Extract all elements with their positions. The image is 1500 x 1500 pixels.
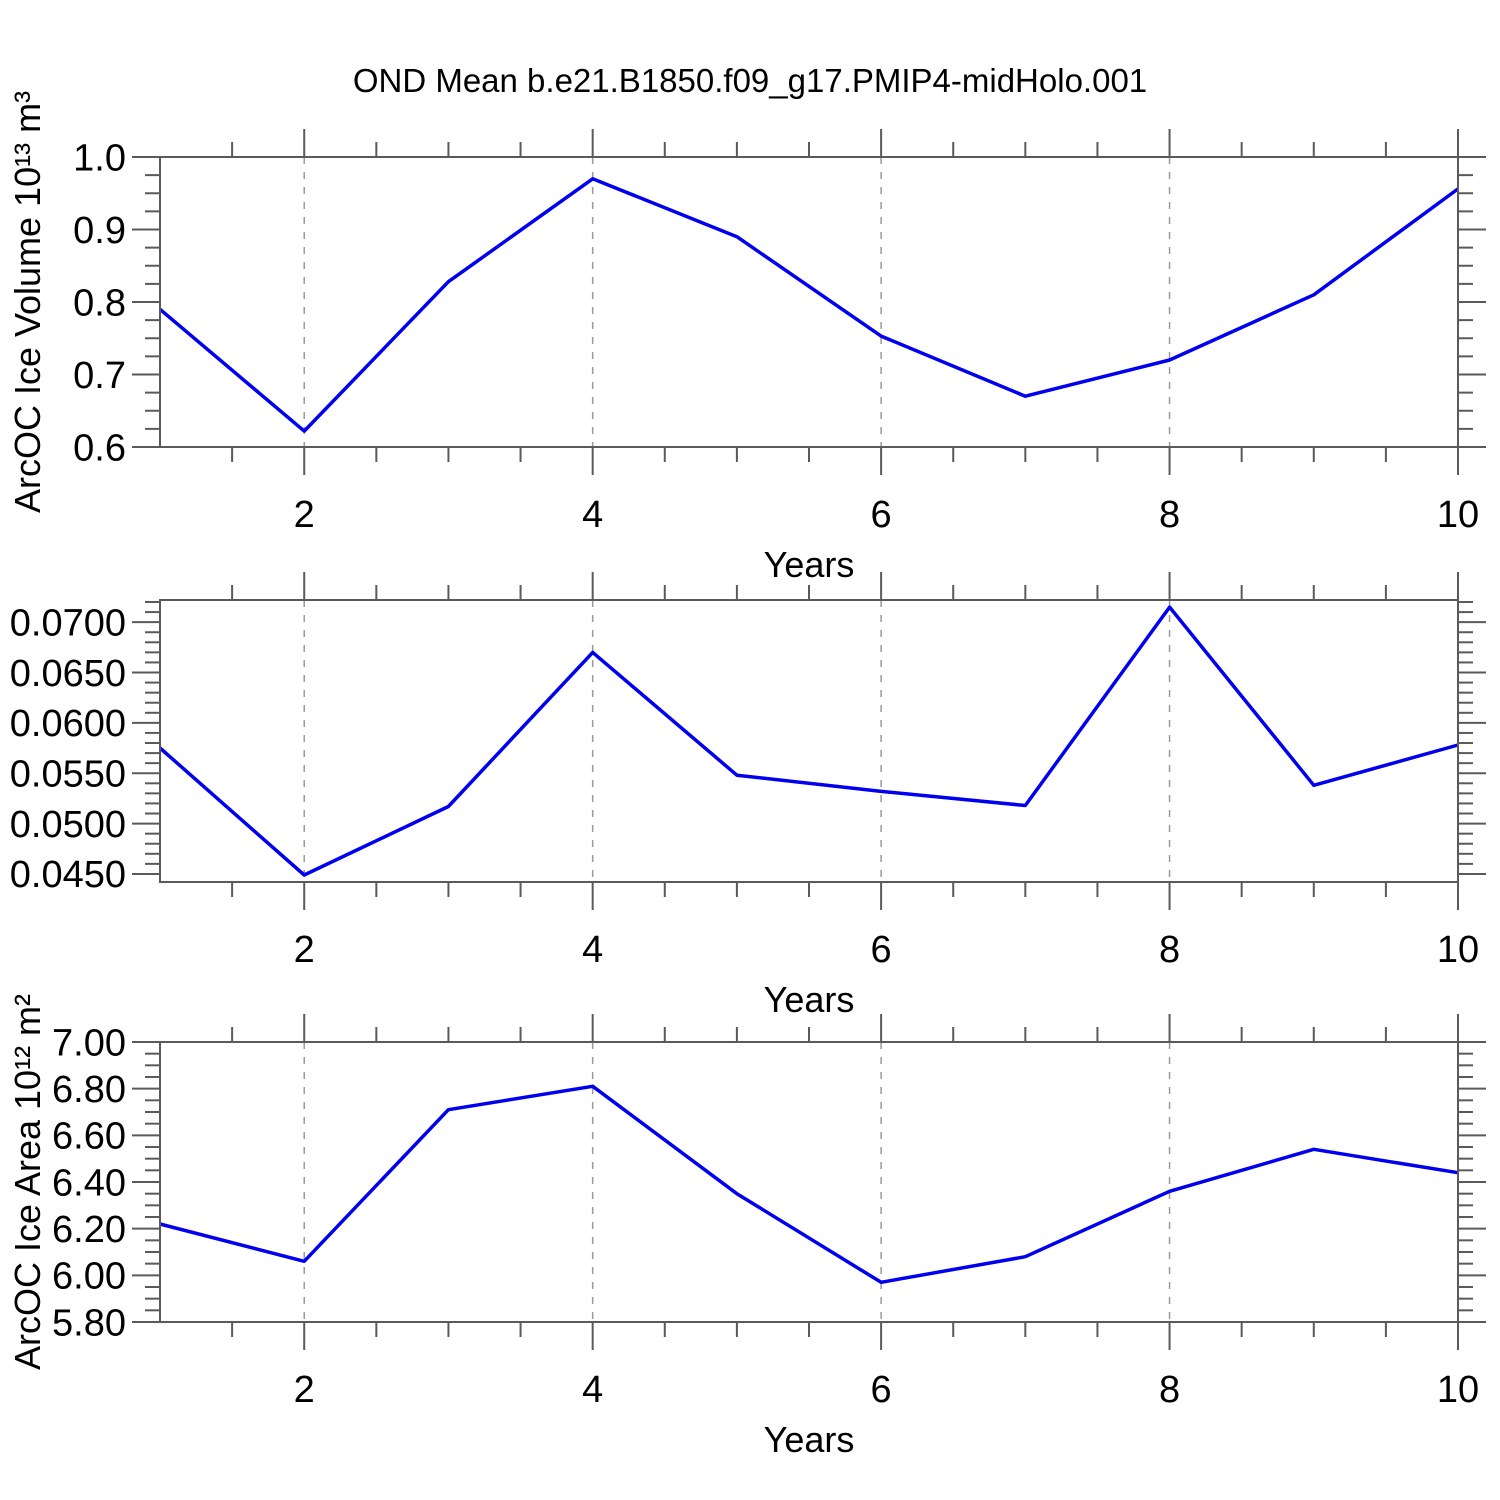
y-axis-tick-label: 6.00	[52, 1256, 126, 1298]
y-axis-tick-label: 0.7	[73, 355, 126, 397]
x-axis-tick-label: 10	[1437, 1369, 1479, 1411]
y-axis-tick-label: 7.00	[52, 1022, 126, 1064]
panel-ice-volume: 2 4 6 8 10 0.6 0.7 0.8 0.9 1.0	[73, 129, 1486, 536]
x-axis-tick-label: 4	[582, 494, 603, 536]
y-axis-title-ice-volume: ArcOC Ice Volume 10¹³ m³	[7, 91, 48, 513]
x-axis-tick-label: 8	[1159, 1369, 1180, 1411]
y-axis-tick-label: 6.80	[52, 1069, 126, 1111]
y-axis-tick-label: 0.0700	[10, 602, 126, 644]
x-axis-tick-label: 8	[1159, 929, 1180, 971]
x-axis-tick-label: 10	[1437, 929, 1479, 971]
y-axis-tick-label: 0.0550	[10, 754, 126, 796]
x-axis-title-middle: Years	[764, 979, 855, 1020]
x-axis-tick-label: 4	[582, 1369, 603, 1411]
data-line-series	[159, 1084, 1459, 1285]
y-axis-tick-label: 0.8	[73, 282, 126, 324]
y-axis-tick-label: 0.0650	[10, 653, 126, 695]
data-line-series	[158, 605, 1459, 877]
y-axis-tick-label: 6.40	[52, 1162, 126, 1204]
x-axis-tick-label: 4	[582, 929, 603, 971]
plot-frame	[159, 599, 1459, 883]
x-axis-tick-label: 6	[871, 494, 892, 536]
plot-title: OND Mean b.e21.B1850.f09_g17.PMIP4-midHo…	[353, 62, 1147, 99]
x-axis-tick-label: 8	[1159, 494, 1180, 536]
panel-ice-middle: 2 4 6 8 10 0.0450 0.0500 0.0550 0.0600 0.0650 0.07…	[10, 572, 1486, 971]
y-axis-tick-label: 0.0450	[10, 854, 126, 896]
y-axis-tick-label: 6.60	[52, 1116, 126, 1158]
x-axis-tick-label: 6	[871, 929, 892, 971]
x-axis-tick-label: 10	[1437, 494, 1479, 536]
x-axis-tick-label: 2	[294, 494, 315, 536]
x-axis-title-top: Years	[764, 544, 855, 585]
plot-frame	[159, 1041, 1459, 1323]
y-axis-tick-label: 5.80	[52, 1302, 126, 1344]
panel-ice-area: 2 4 6 8 10 5.806.00 6.20 6.406.60 6.80 7.00	[52, 1014, 1486, 1411]
y-axis-title-ice-area: ArcOC Ice Area 10¹² m²	[7, 994, 48, 1370]
x-axis-tick-label: 6	[871, 1369, 892, 1411]
y-axis-tick-label: 0.6	[73, 427, 126, 469]
y-axis-tick-label: 1.0	[73, 137, 126, 179]
y-axis-tick-label: 6.20	[52, 1209, 126, 1251]
y-axis-tick-label: 0.0500	[10, 804, 126, 846]
y-axis-tick-label: 0.0600	[10, 703, 126, 745]
data-line-series	[158, 177, 1460, 433]
y-axis-tick-label: 0.9	[73, 210, 126, 252]
x-axis-tick-label: 2	[294, 929, 315, 971]
x-axis-tick-label: 2	[294, 1369, 315, 1411]
plot-frame	[159, 156, 1459, 448]
x-axis-title-bottom: Years	[764, 1419, 855, 1460]
